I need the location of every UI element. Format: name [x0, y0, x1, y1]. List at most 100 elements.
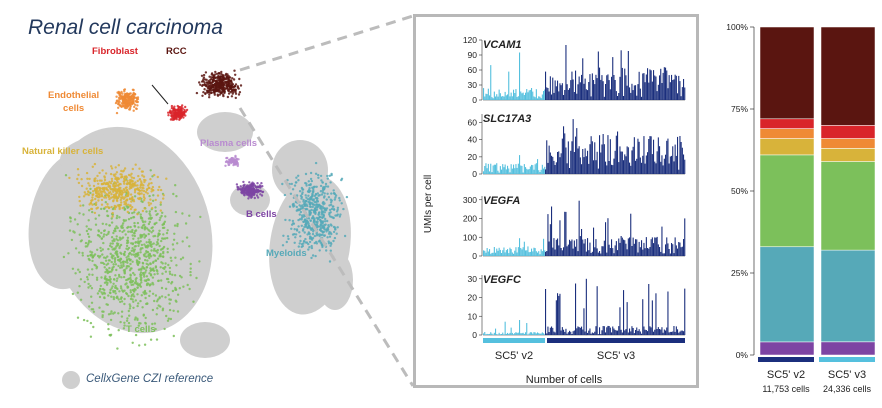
tcells-cell-point: [148, 290, 152, 293]
v3-umi-bar: [555, 162, 557, 174]
plasma-cell-point: [234, 154, 237, 158]
myeloids-cell-point: [323, 192, 326, 195]
tcells-cell-point: [164, 270, 168, 273]
rcc-cell-point: [201, 94, 204, 97]
v3-umi-bar: [582, 149, 584, 174]
tcells-cell-point: [153, 299, 156, 303]
rcc-cell-point: [237, 93, 241, 96]
v3-umi-bar: [661, 83, 663, 100]
bcells-cell-point: [247, 188, 250, 191]
v3-umi-bar: [623, 290, 625, 335]
v3-umi-bar: [553, 238, 555, 256]
v3-umi-bar: [577, 251, 579, 256]
tcells-cell-point: [139, 299, 142, 303]
v3-umi-bar: [583, 243, 585, 256]
v3-umi-bar: [557, 293, 559, 335]
v2-umi-bar: [507, 94, 509, 100]
tcells-cell-point: [147, 222, 151, 226]
myeloids-cell-point: [332, 230, 336, 234]
v3-umi-bar: [585, 89, 587, 100]
tcells-cell-point: [130, 249, 133, 252]
fibroblast-cell-point: [180, 105, 183, 109]
tcells-cell-point: [138, 344, 141, 347]
nk-cell-point: [134, 163, 137, 166]
v3-umi-bar: [571, 141, 573, 174]
v3-umi-bar: [572, 248, 574, 256]
tcells-cell-point: [103, 266, 106, 269]
v3-umi-bar: [627, 51, 629, 100]
tcells-cell-point: [112, 263, 115, 266]
v3-umi-bar: [625, 156, 627, 174]
bcells-cell-point: [251, 189, 254, 192]
myeloids-cell-point: [308, 205, 312, 208]
myeloids-cell-point: [303, 214, 306, 218]
v3-umi-bar: [627, 147, 629, 174]
v3-umi-bar: [629, 237, 631, 256]
v2-umi-bar: [504, 321, 506, 335]
endothelial-cell-point: [121, 105, 125, 108]
tcells-cell-point: [115, 238, 118, 241]
tcells-cell-point: [154, 249, 158, 253]
v2-umi-bar: [522, 332, 524, 335]
tcells-cell-point: [113, 247, 116, 250]
rcc-cell-point: [219, 81, 222, 85]
v3-umi-bar: [653, 331, 655, 335]
myeloids-cell-point: [328, 174, 331, 177]
v3-umi-bar: [645, 155, 647, 174]
myeloids-cell-point: [317, 176, 320, 179]
tcells-cell-point: [90, 301, 94, 304]
myeloids-cell-point: [283, 193, 287, 197]
v3-umi-bar: [595, 74, 597, 100]
v2-umi-bar: [516, 97, 518, 100]
v3-umi-bar: [589, 144, 591, 174]
endothelial-cell-point: [123, 90, 126, 93]
nk-cell-point: [147, 186, 151, 190]
tcells-cell-point: [145, 241, 148, 244]
v3-umi-bar: [609, 327, 611, 335]
tcells-cell-point: [161, 272, 164, 275]
v2-composition-label: SC5' v2: [767, 369, 805, 381]
v2-umi-bar: [513, 253, 515, 256]
tcells-cell-point: [89, 228, 93, 231]
tcells-cell-point: [174, 286, 177, 290]
rcc-cell-point: [220, 88, 224, 91]
reference-legend-marker: [62, 371, 80, 389]
nk-cell-point: [140, 189, 144, 192]
tcells-cell-point: [157, 279, 160, 282]
tcells-cell-point: [145, 275, 149, 278]
tcells-cell-point: [146, 250, 150, 254]
v3-umi-bar: [617, 250, 619, 256]
myeloids-cell-point: [322, 200, 325, 204]
v3-umi-bar: [587, 238, 589, 256]
nk-cell-point: [138, 178, 142, 181]
v2-group-bar: [483, 338, 545, 343]
reference-cloud-blob: [180, 322, 230, 358]
tcells-cell-point: [113, 257, 117, 260]
v3-umi-bar: [564, 90, 566, 100]
gene-name-vcam1: VCAM1: [483, 39, 522, 51]
v3-umi-bar: [606, 75, 608, 100]
myeloids-cell-point: [326, 228, 329, 232]
bcells-cell-point: [243, 194, 246, 197]
myeloids-cell-point: [281, 182, 284, 186]
rcc-cell-point: [219, 75, 222, 79]
v3-umi-bar: [615, 330, 617, 335]
tcells-cell-point: [102, 235, 105, 238]
label-b-cells: B cells: [246, 209, 277, 220]
v3-umi-bar: [647, 152, 649, 174]
rcc-cell-point: [204, 78, 207, 81]
tcells-cell-point: [107, 313, 111, 316]
v3-umi-bar: [590, 136, 592, 174]
nk-cell-point: [104, 182, 107, 186]
v3-umi-bar: [558, 245, 560, 256]
v3-umi-bar: [596, 248, 598, 256]
tcells-cell-point: [144, 234, 148, 237]
v3-umi-bar: [612, 248, 614, 256]
y-tick-label: 120: [463, 35, 477, 45]
v2-umi-bar: [529, 251, 531, 256]
tcells-cell-point: [131, 341, 134, 344]
tcells-cell-point: [133, 211, 136, 214]
tcells-cell-point: [143, 228, 146, 231]
v3-umi-bar: [680, 96, 682, 100]
composition-segment-b-cells: [759, 341, 815, 356]
